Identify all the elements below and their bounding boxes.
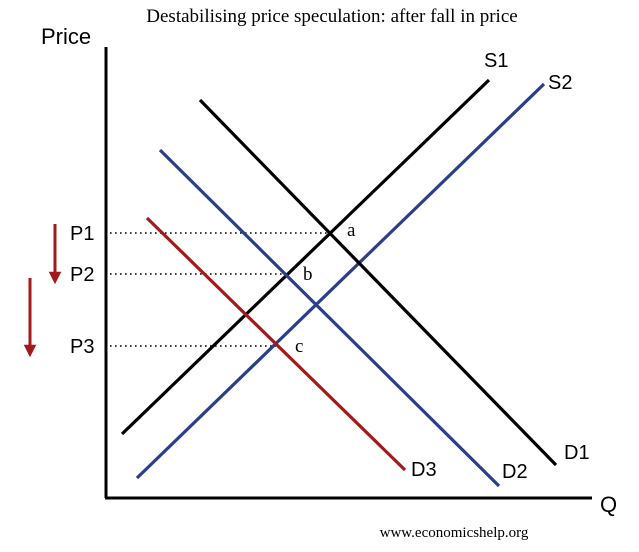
supply-curve-s1 (120, 78, 491, 436)
supply-curve-s2 (135, 82, 546, 480)
s2-label: S2 (548, 72, 572, 94)
x-axis-label: Q (600, 492, 617, 517)
demand-curve-d2 (158, 148, 501, 488)
p2-label: P2 (70, 264, 94, 286)
p3-label: P3 (70, 336, 94, 358)
d2-label: D2 (502, 461, 528, 483)
p1-label: P1 (70, 223, 94, 245)
equilibrium-b-label: b (303, 264, 313, 285)
equilibrium-a-label: a (347, 220, 356, 241)
demand-curve-d3 (145, 216, 407, 472)
y-axis-label: Price (41, 24, 91, 49)
d1-label: D1 (564, 442, 590, 464)
equilibrium-c-label: c (295, 336, 303, 357)
source-credit: www.economicshelp.org (380, 525, 529, 541)
demand-curve-d1 (198, 98, 558, 467)
diagram-title: Destabilising price speculation: after f… (146, 6, 517, 27)
s1-label: S1 (484, 50, 508, 72)
d3-label: D3 (411, 459, 437, 481)
